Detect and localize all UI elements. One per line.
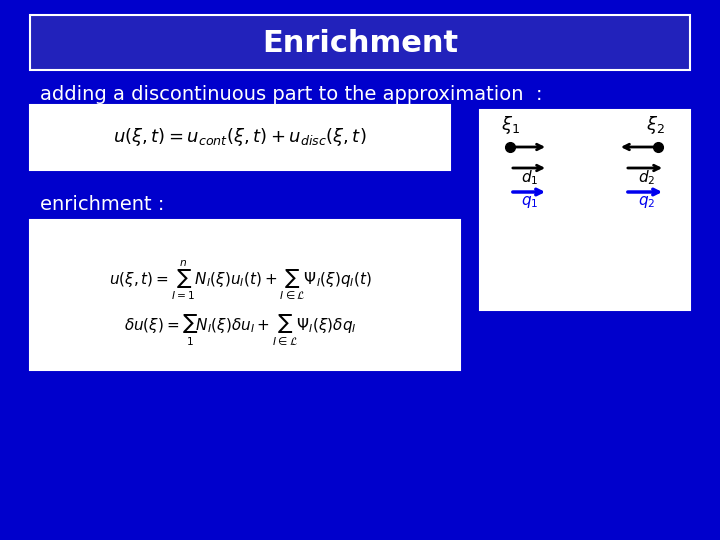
Text: $\xi_2$: $\xi_2$ [646,114,665,136]
Text: $\delta u(\xi) = \sum_{1} N_I(\xi)\delta u_I + \sum_{I\in\mathcal{L}} \Psi_I(\xi: $\delta u(\xi) = \sum_{1} N_I(\xi)\delta… [124,313,356,347]
Text: $\xi_1$: $\xi_1$ [500,114,520,136]
Bar [480,110,690,310]
Bar [30,15,690,70]
Text: adding a discontinuous part to the approximation  :: adding a discontinuous part to the appro… [40,85,542,105]
Text: $u(\xi,t) = \sum_{I=1}^{n} N_I(\xi)u_I(t) + \sum_{I\in\mathcal{L}} \Psi_I(\xi)q_: $u(\xi,t) = \sum_{I=1}^{n} N_I(\xi)u_I(t… [109,259,372,301]
Text: $q_1$: $q_1$ [521,194,539,210]
Text: Enrichment: Enrichment [262,29,458,57]
Text: $u(\xi,t) = u_{cont}(\xi,t) + u_{disc}(\xi,t)$: $u(\xi,t) = u_{cont}(\xi,t) + u_{disc}(\… [113,126,366,148]
Text: $d_2$: $d_2$ [639,168,656,187]
Bar [30,105,450,170]
Text: $d_1$: $d_1$ [521,168,539,187]
Bar [30,220,460,370]
Text: enrichment :: enrichment : [40,195,164,214]
Text: $q_2$: $q_2$ [639,194,656,210]
